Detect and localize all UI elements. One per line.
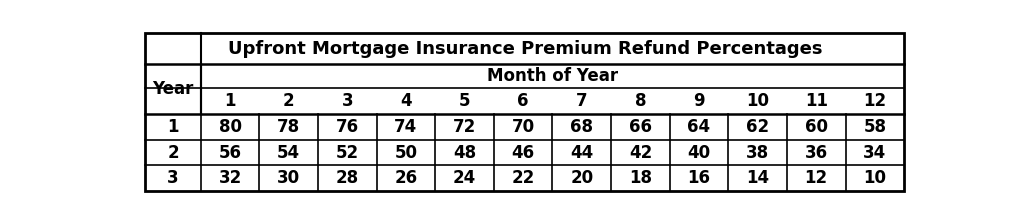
- Text: 16: 16: [687, 169, 711, 187]
- Text: 8: 8: [635, 92, 646, 110]
- Text: 1: 1: [224, 92, 236, 110]
- Text: 40: 40: [687, 144, 711, 162]
- Text: 44: 44: [570, 144, 594, 162]
- Text: Month of Year: Month of Year: [487, 67, 618, 85]
- Text: 64: 64: [687, 118, 711, 136]
- Text: 2: 2: [283, 92, 295, 110]
- Text: 12: 12: [863, 92, 887, 110]
- Text: 62: 62: [746, 118, 769, 136]
- Text: Year: Year: [153, 80, 194, 98]
- Text: 30: 30: [278, 169, 300, 187]
- Text: 32: 32: [218, 169, 242, 187]
- Text: 72: 72: [453, 118, 476, 136]
- Text: 10: 10: [863, 169, 887, 187]
- Text: 34: 34: [863, 144, 887, 162]
- Text: 20: 20: [570, 169, 593, 187]
- Text: 11: 11: [805, 92, 827, 110]
- Text: 18: 18: [629, 169, 652, 187]
- Text: 58: 58: [863, 118, 887, 136]
- Text: Upfront Mortgage Insurance Premium Refund Percentages: Upfront Mortgage Insurance Premium Refun…: [227, 40, 822, 58]
- Text: 50: 50: [394, 144, 418, 162]
- Text: 68: 68: [570, 118, 593, 136]
- Text: 22: 22: [512, 169, 535, 187]
- Text: 9: 9: [693, 92, 705, 110]
- Text: 70: 70: [512, 118, 535, 136]
- Text: 1: 1: [167, 118, 179, 136]
- Text: 3: 3: [167, 169, 179, 187]
- Text: 54: 54: [278, 144, 300, 162]
- Text: 28: 28: [336, 169, 359, 187]
- Text: 5: 5: [459, 92, 470, 110]
- Text: 56: 56: [219, 144, 242, 162]
- Text: 42: 42: [629, 144, 652, 162]
- Text: 36: 36: [805, 144, 827, 162]
- Text: 60: 60: [805, 118, 827, 136]
- Text: 4: 4: [400, 92, 412, 110]
- Text: 10: 10: [746, 92, 769, 110]
- Text: 38: 38: [746, 144, 769, 162]
- Text: 26: 26: [394, 169, 418, 187]
- Text: 66: 66: [629, 118, 652, 136]
- Text: 46: 46: [512, 144, 535, 162]
- Text: 3: 3: [342, 92, 353, 110]
- Text: 74: 74: [394, 118, 418, 136]
- Text: 76: 76: [336, 118, 359, 136]
- Text: 6: 6: [517, 92, 529, 110]
- Text: 80: 80: [219, 118, 242, 136]
- Text: 12: 12: [805, 169, 827, 187]
- Text: 2: 2: [167, 144, 179, 162]
- Text: 7: 7: [575, 92, 588, 110]
- Text: 48: 48: [453, 144, 476, 162]
- Text: 14: 14: [746, 169, 769, 187]
- Text: 24: 24: [453, 169, 476, 187]
- Text: 78: 78: [278, 118, 300, 136]
- Text: 52: 52: [336, 144, 359, 162]
